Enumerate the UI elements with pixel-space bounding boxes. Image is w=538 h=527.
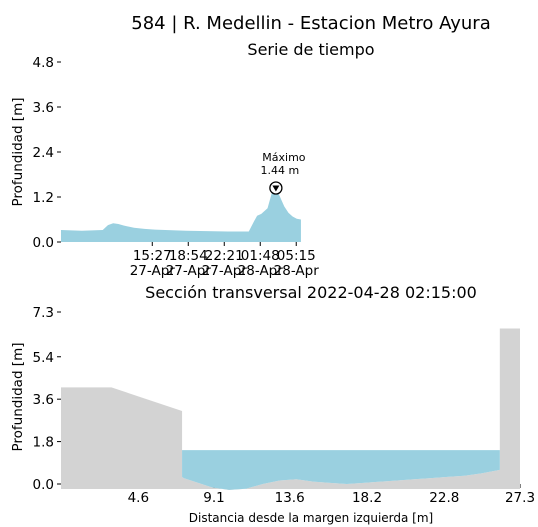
x-tick-date: 27-Apr <box>130 263 176 279</box>
cross-section-xlabel: Distancia desde la margen izquierda [m] <box>189 511 433 525</box>
y-tick-label: 7.3 <box>33 305 54 321</box>
x-tick-label: 18.2 <box>352 490 382 506</box>
y-tick-label: 1.2 <box>33 190 54 206</box>
y-tick-label: 1.8 <box>33 435 54 451</box>
time-series-area <box>61 188 301 242</box>
x-tick-label: 13.6 <box>275 490 305 506</box>
x-tick-time: 18:54 <box>169 248 208 264</box>
figure-suptitle: 584 | R. Medellin - Estacion Metro Ayura <box>131 13 491 34</box>
x-tick-time: 01:48 <box>241 248 280 264</box>
cross-section-chart: Sección transversal 2022-04-28 02:15:00 … <box>10 283 535 525</box>
y-tick-label: 3.6 <box>33 100 54 116</box>
x-tick-date: 27-Apr <box>202 263 248 279</box>
water-area <box>182 450 500 490</box>
maximum-marker <box>269 181 283 195</box>
y-tick-label: 0.0 <box>33 235 54 251</box>
time-series-chart: Serie de tiempo Profundidad [m] 0.0 1.2 2.… <box>10 40 375 279</box>
maximum-annotation-value: 1.44 m <box>261 164 300 177</box>
maximum-annotation-label: Máximo <box>262 151 306 164</box>
x-tick-label: 22.8 <box>429 490 459 506</box>
x-tick-label: 27.3 <box>505 490 535 506</box>
cross-section-title: Sección transversal 2022-04-28 02:15:00 <box>145 283 477 302</box>
y-tick-label: 3.6 <box>33 392 54 408</box>
x-tick-label: 9.1 <box>203 490 224 506</box>
x-tick-time: 15:27 <box>133 248 172 264</box>
time-series-ylabel: Profundidad [m] <box>10 98 26 207</box>
x-tick-label: 4.6 <box>128 490 149 506</box>
x-tick-date: 28-Apr <box>274 263 320 279</box>
x-tick-date: 27-Apr <box>166 263 212 279</box>
y-tick-label: 5.4 <box>33 350 54 366</box>
x-tick-time: 05:15 <box>277 248 316 264</box>
y-tick-label: 0.0 <box>33 477 54 493</box>
y-tick-label: 2.4 <box>33 145 54 161</box>
cross-section-ylabel: Profundidad [m] <box>10 343 26 452</box>
y-tick-label: 4.8 <box>33 55 54 71</box>
terrain-area <box>61 328 520 490</box>
time-series-title: Serie de tiempo <box>247 40 374 59</box>
x-tick-date: 28-Apr <box>238 263 284 279</box>
x-tick-time: 22:21 <box>205 248 244 264</box>
